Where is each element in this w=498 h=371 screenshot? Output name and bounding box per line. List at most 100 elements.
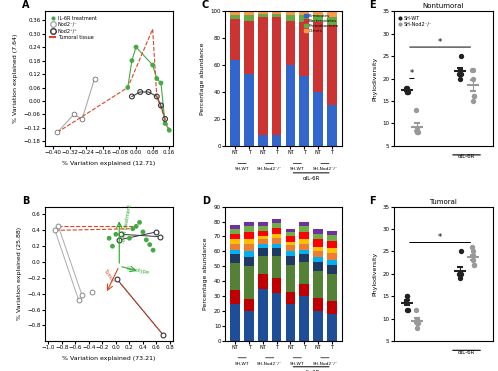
Bar xyxy=(299,255,309,262)
Bar xyxy=(272,11,281,14)
Bar xyxy=(231,250,240,255)
Point xyxy=(144,89,152,95)
Bar xyxy=(313,92,323,146)
Bar xyxy=(285,243,295,246)
Bar xyxy=(231,240,240,244)
Bar xyxy=(327,314,337,341)
Bar xyxy=(327,265,337,274)
Text: B: B xyxy=(22,196,29,206)
Point xyxy=(456,275,464,281)
Bar xyxy=(299,250,309,255)
Bar xyxy=(272,249,281,256)
Bar xyxy=(272,17,281,135)
Point xyxy=(159,332,167,338)
Bar xyxy=(285,65,295,146)
Point xyxy=(402,293,410,299)
Bar xyxy=(231,60,240,146)
Point xyxy=(470,93,478,99)
Bar xyxy=(244,257,254,266)
Bar xyxy=(313,240,323,247)
Bar xyxy=(299,296,309,341)
Text: IL-6R treatment: IL-6R treatment xyxy=(122,204,133,243)
Point xyxy=(403,85,411,91)
Point xyxy=(132,44,140,50)
Bar xyxy=(231,15,240,19)
Bar xyxy=(299,244,309,250)
Bar xyxy=(327,24,337,105)
Point xyxy=(455,71,463,77)
Bar xyxy=(327,11,337,17)
Point xyxy=(413,129,421,135)
Bar xyxy=(285,236,295,243)
Point xyxy=(115,237,123,243)
Text: *: * xyxy=(410,69,414,78)
Bar xyxy=(258,256,267,274)
Text: A: A xyxy=(22,0,29,10)
Bar xyxy=(231,255,240,263)
Point xyxy=(402,298,410,304)
Point xyxy=(156,234,164,240)
Bar xyxy=(299,240,309,244)
Point xyxy=(157,102,165,108)
Bar xyxy=(313,22,323,92)
Bar xyxy=(231,224,240,229)
Point xyxy=(455,271,463,277)
Bar xyxy=(272,223,281,227)
Point xyxy=(403,307,411,313)
Point xyxy=(402,89,410,95)
Bar xyxy=(258,249,267,256)
Bar xyxy=(258,240,267,244)
Point xyxy=(469,257,477,263)
Bar xyxy=(313,15,323,22)
Bar xyxy=(299,262,309,285)
Point xyxy=(75,297,83,303)
Bar xyxy=(244,20,254,75)
Bar xyxy=(258,14,267,17)
Y-axis label: % Variation explained (7.64): % Variation explained (7.64) xyxy=(13,34,18,123)
Bar xyxy=(299,15,309,22)
Legend: Coprococcus (F), Roseburia (F), Parasutterella (P), Robinsoniella (F), Allobacul: Coprococcus (F), Roseburia (F), Parasutt… xyxy=(403,208,440,252)
Y-axis label: Phylodiversity: Phylodiversity xyxy=(372,252,377,296)
Text: Genotype: Genotype xyxy=(126,266,150,275)
Text: SH-WT: SH-WT xyxy=(290,167,305,171)
Bar xyxy=(313,229,323,233)
Text: E: E xyxy=(369,0,375,10)
Bar xyxy=(313,233,323,240)
Bar xyxy=(244,244,254,252)
Bar xyxy=(299,11,309,15)
Y-axis label: % Variation explained (25.88): % Variation explained (25.88) xyxy=(17,227,22,321)
Bar xyxy=(231,244,240,250)
Point xyxy=(457,249,465,255)
Point xyxy=(161,116,169,122)
Bar xyxy=(285,20,295,65)
Bar xyxy=(244,299,254,311)
Bar xyxy=(313,262,323,271)
Text: D: D xyxy=(202,196,210,206)
Bar xyxy=(272,293,281,341)
Point xyxy=(128,58,136,63)
Bar xyxy=(313,11,323,15)
Point xyxy=(78,116,86,122)
Point xyxy=(124,85,132,91)
Bar xyxy=(272,238,281,244)
Point xyxy=(142,237,150,243)
Point xyxy=(470,262,478,268)
Point xyxy=(413,125,421,131)
Text: αIL-6R: αIL-6R xyxy=(302,370,320,371)
Bar xyxy=(327,241,337,249)
Text: *: * xyxy=(438,38,442,47)
Bar xyxy=(285,232,295,236)
Bar xyxy=(244,311,254,341)
Bar xyxy=(258,236,267,240)
Bar xyxy=(231,11,240,15)
Point xyxy=(470,253,478,259)
Y-axis label: Percentage abundance: Percentage abundance xyxy=(200,42,205,115)
Point xyxy=(135,219,143,225)
Point xyxy=(146,242,154,247)
Bar xyxy=(244,15,254,20)
Point xyxy=(456,66,464,72)
Bar xyxy=(285,229,295,232)
Point xyxy=(51,227,59,233)
Bar xyxy=(327,249,337,253)
Bar xyxy=(244,226,254,232)
